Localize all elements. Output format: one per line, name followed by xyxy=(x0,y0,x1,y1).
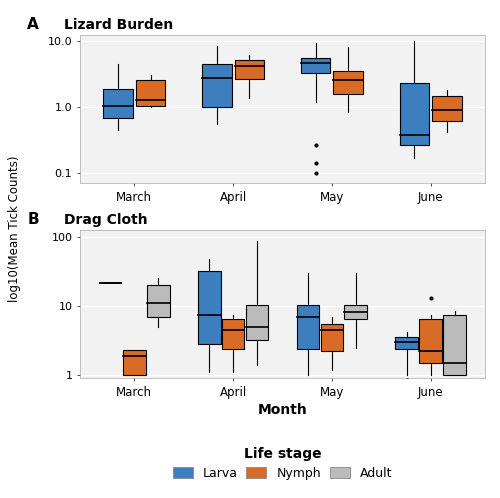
Bar xyxy=(443,315,466,375)
Bar xyxy=(301,58,330,73)
Text: Lizard Burden: Lizard Burden xyxy=(64,18,173,32)
Bar xyxy=(432,96,462,121)
Bar xyxy=(420,319,442,363)
X-axis label: Month: Month xyxy=(258,403,308,417)
Bar xyxy=(222,319,244,349)
Legend: Larva, Nymph, Adult: Larva, Nymph, Adult xyxy=(172,447,392,480)
Text: Drag Cloth: Drag Cloth xyxy=(64,214,148,228)
Bar xyxy=(103,89,133,119)
Text: B: B xyxy=(28,213,39,228)
Bar xyxy=(123,350,146,375)
Bar xyxy=(396,337,418,349)
Text: A: A xyxy=(28,17,39,32)
Bar xyxy=(202,64,232,107)
Bar xyxy=(344,305,367,319)
Bar xyxy=(198,271,220,344)
Bar xyxy=(296,305,320,349)
Bar xyxy=(246,305,268,340)
Text: log10(Mean Tick Counts): log10(Mean Tick Counts) xyxy=(8,156,22,302)
Bar xyxy=(320,324,344,352)
Bar xyxy=(136,80,166,106)
Bar xyxy=(334,71,363,94)
Bar xyxy=(147,285,170,317)
Bar xyxy=(234,60,264,79)
Bar xyxy=(400,84,429,145)
